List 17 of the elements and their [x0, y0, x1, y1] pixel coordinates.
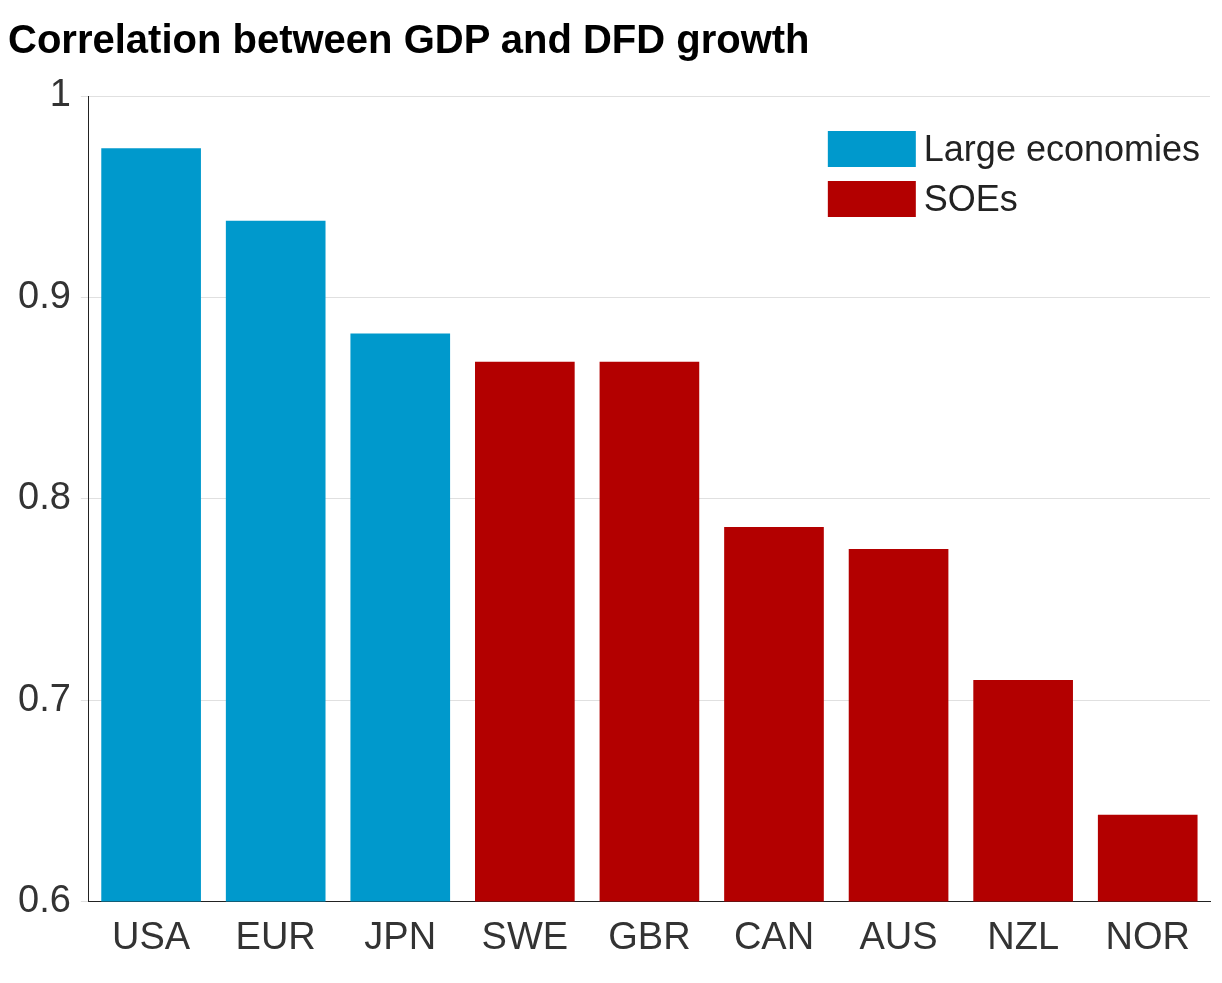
y-tick-label: 0.9 [18, 273, 71, 316]
y-tick-label: 0.7 [18, 676, 71, 719]
x-tick-label: CAN [733, 914, 815, 957]
x-tick-label: EUR [235, 914, 316, 957]
x-tick-label: SWE [481, 914, 569, 957]
legend-label: Large economies [923, 127, 1200, 169]
x-tick-label: GBR [608, 914, 691, 957]
x-tick-label: NZL [987, 914, 1060, 957]
chart-title: Correlation between GDP and DFD growth [8, 17, 810, 62]
x-tick-label: NOR [1105, 914, 1190, 957]
x-tick-label: USA [112, 914, 191, 957]
x-tick-label: JPN [364, 914, 437, 957]
y-tick-label: 0.8 [18, 475, 71, 518]
y-tick-label: 1 [49, 72, 71, 115]
y-tick-label: 0.6 [18, 877, 71, 920]
legend-label: SOEs [923, 177, 1018, 219]
x-tick-label: AUS [859, 914, 938, 957]
